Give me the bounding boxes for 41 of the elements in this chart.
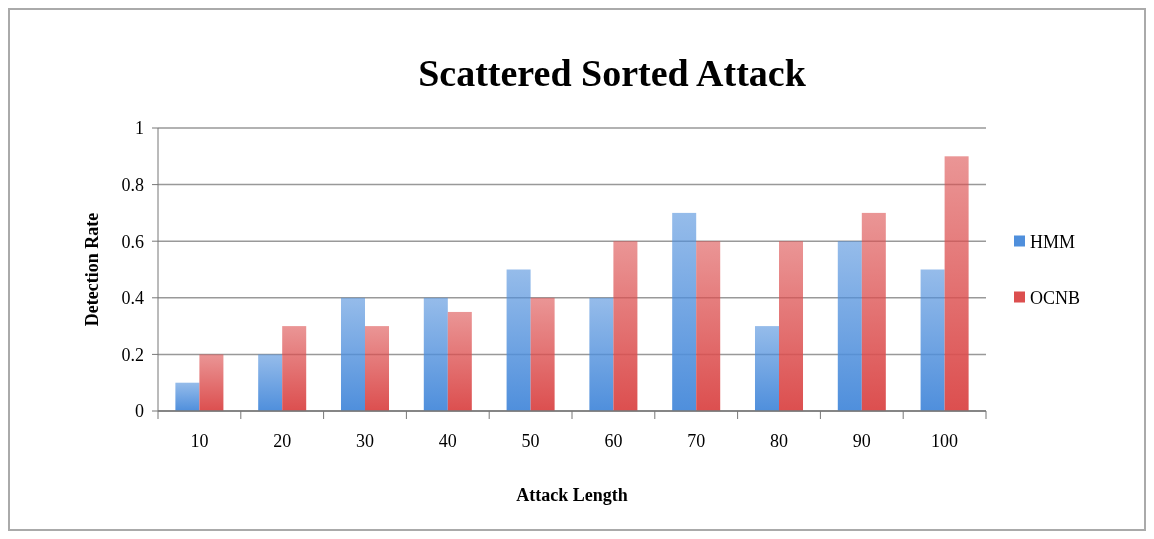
bar bbox=[696, 241, 721, 411]
bar bbox=[506, 269, 531, 411]
y-tick-label: 0.6 bbox=[121, 231, 144, 252]
bar bbox=[530, 297, 555, 411]
x-tick-label: 70 bbox=[687, 431, 706, 451]
x-axis-title: Attack Length bbox=[516, 485, 628, 505]
x-tick-label: 80 bbox=[770, 431, 788, 451]
bar bbox=[447, 311, 472, 411]
bar bbox=[175, 382, 200, 411]
bar bbox=[340, 297, 365, 411]
legend-label: OCNB bbox=[1030, 287, 1081, 308]
bar bbox=[920, 269, 945, 411]
bar bbox=[613, 241, 638, 411]
x-tick-label: 100 bbox=[931, 431, 959, 451]
y-tick-label: 0.2 bbox=[121, 344, 144, 365]
bar bbox=[837, 241, 862, 411]
y-axis-title: Detection Rate bbox=[82, 212, 102, 327]
bar bbox=[672, 212, 697, 411]
x-tick-label: 10 bbox=[190, 431, 209, 451]
legend-label: HMM bbox=[1030, 231, 1076, 252]
bar bbox=[944, 156, 969, 411]
bar bbox=[589, 297, 614, 411]
x-tick-label: 30 bbox=[356, 431, 374, 451]
x-tick-label: 50 bbox=[521, 431, 540, 451]
bar bbox=[258, 354, 283, 411]
bar bbox=[754, 326, 779, 411]
bar bbox=[779, 241, 804, 411]
bar bbox=[199, 354, 224, 411]
x-tick-label: 20 bbox=[273, 431, 292, 451]
x-tick-label: 40 bbox=[438, 431, 457, 451]
bar bbox=[282, 326, 307, 411]
x-tick-label: 90 bbox=[852, 431, 871, 451]
y-tick-label: 0.8 bbox=[121, 174, 144, 195]
bar bbox=[365, 326, 390, 411]
bar bbox=[861, 212, 886, 411]
y-tick-label: 1 bbox=[135, 118, 144, 139]
chart-title: Scattered Sorted Attack bbox=[418, 52, 807, 94]
y-tick-label: 0.4 bbox=[121, 288, 144, 309]
y-tick-label: 0 bbox=[135, 401, 144, 422]
bar bbox=[423, 297, 448, 411]
x-tick-label: 60 bbox=[604, 431, 623, 451]
